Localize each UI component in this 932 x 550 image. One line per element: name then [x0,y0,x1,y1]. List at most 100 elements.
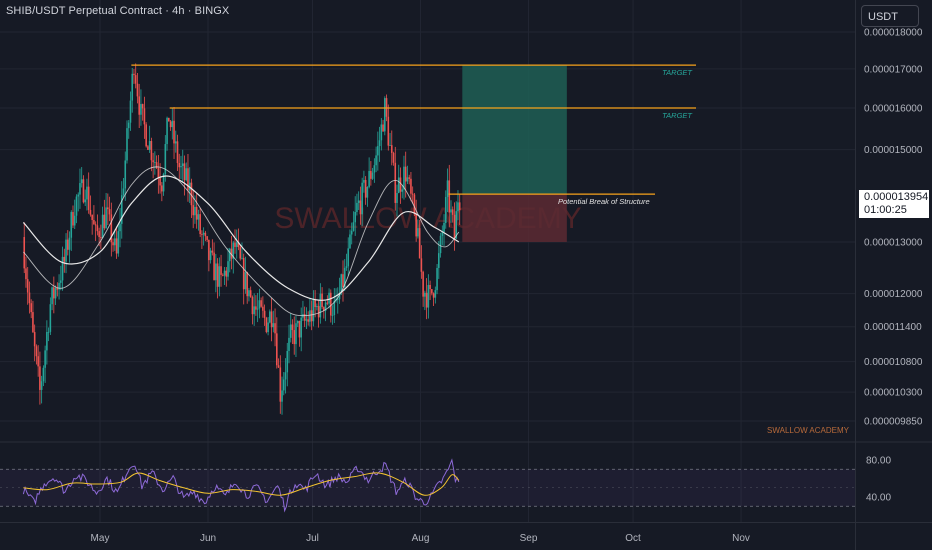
candle-body [75,196,78,216]
candle-body [251,297,254,315]
candle-body [42,367,45,382]
candle-body [237,242,240,248]
candle-body [94,224,97,226]
candle-body [309,310,311,322]
candle-body [86,186,88,200]
candle-body [262,306,264,311]
candle-body [101,214,104,238]
candle-body [316,306,318,308]
ma-fast-line [23,166,460,317]
candle-body [354,211,356,223]
candle-body [258,300,261,309]
time-tick-label: Nov [732,533,750,544]
candle-body [49,304,52,332]
currency-button[interactable]: USDT [861,5,919,27]
candle-body [312,299,315,322]
candle-body [291,324,294,331]
candle-body [37,356,39,367]
candle-body [397,177,400,194]
candle-body [39,366,41,390]
candle-body [422,271,424,297]
candle-body [185,168,188,181]
candle-body [363,179,365,183]
candle-body [242,257,245,290]
candle-body [349,234,351,249]
candle-body [282,379,285,391]
candle-body [436,267,438,291]
candle-body [289,324,292,338]
candle-body [326,302,329,304]
candle-body [373,165,376,173]
candle-body [56,288,59,290]
candle-body [272,323,275,328]
candle-body [72,212,74,226]
candle-body [164,144,167,174]
candle-body [209,250,212,261]
candle-body [30,303,32,313]
candle-body [234,242,236,247]
candle-body [150,140,153,161]
candle-body [387,116,390,146]
candle-body [404,166,407,182]
candle-body [120,195,123,224]
candle-body [286,350,289,373]
candle-body [281,390,283,402]
candle-body [274,323,276,334]
candle-body [310,310,313,322]
price-tick-label: 0.000013000 [864,237,923,248]
candle-countdown: 01:00:25 [864,204,907,216]
candle-body [390,145,393,153]
candle-body [192,205,194,216]
candle-body [378,140,381,147]
candle-body [148,140,151,150]
candle-body [427,285,430,308]
candle-body [441,231,444,236]
candle-body [458,202,461,210]
candle-body [162,173,165,192]
price-tick-label: 0.000011400 [864,322,922,333]
rsi-tick-label: 40.00 [866,493,891,504]
candle-body [136,83,139,97]
candle-body [147,146,149,150]
candle-body [394,162,397,203]
candle-body [446,180,449,197]
candle-body [35,346,38,357]
candle-body [453,214,456,239]
time-tick-label: Jun [200,533,216,544]
level-lines: TARGET TARGET Potential Break of Structure [131,64,696,206]
price-tick-label: 0.000017000 [864,64,923,75]
candle-body [377,146,379,156]
candle-body [216,263,219,287]
candle-body [174,141,177,144]
time-tick-label: May [91,533,110,544]
candle-body [119,223,121,232]
moving-averages [22,166,460,317]
candle-body [323,307,325,311]
candle-body [80,179,83,184]
candle-body [124,160,127,189]
profit-zone [462,65,567,195]
candle-body [338,293,341,300]
candle-body [96,225,99,232]
candle-body [127,122,130,129]
candle-body [47,331,50,333]
candle-body [108,209,111,215]
time-tick-label: Aug [412,533,430,544]
candles [23,63,461,415]
candle-body [396,193,398,203]
candle-body [107,207,109,210]
price-tick-label: 0.000015000 [864,145,923,156]
candle-body [270,311,273,328]
candle-body [248,290,250,297]
candle-body [455,211,458,239]
candle-body [173,120,175,144]
candle-body [392,152,395,163]
candle-body [331,315,334,316]
candle-body [222,274,224,276]
candle-body [155,162,158,169]
candle-body [143,108,146,125]
candle-body [450,209,452,213]
candle-body [129,100,132,123]
